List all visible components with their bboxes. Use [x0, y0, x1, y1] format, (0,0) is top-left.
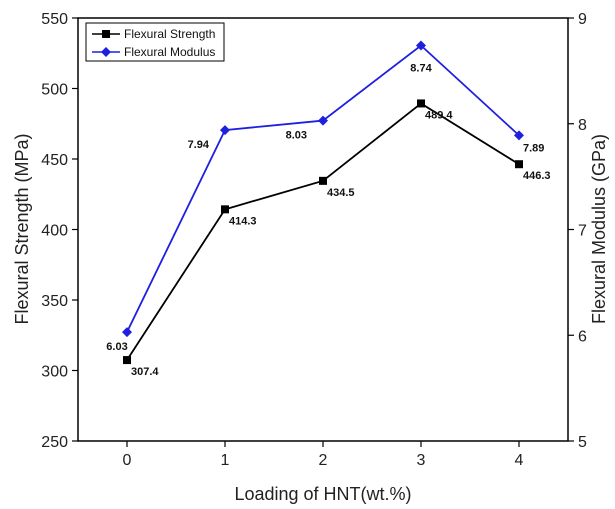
flexural-strength-point [221, 205, 229, 214]
flexural-modulus-point [318, 115, 328, 126]
legend-label-strength: Flexural Strength [124, 27, 215, 41]
right-y-axis-title: Flexural Modulus (GPa) [589, 134, 609, 324]
left-y-tick-label: 500 [41, 82, 68, 99]
left-y-axis-title: Flexural Strength (MPa) [12, 133, 32, 324]
flexural-modulus-point [416, 40, 426, 51]
axes: 0 1 2 3 4 250 300 350 400 450 500 550 5 6 7 8 9 [41, 11, 587, 469]
left-y-tick-label: 250 [41, 434, 68, 451]
flexural-strength-data-label: 434.5 [327, 187, 355, 199]
data-labels: 307.4 414.3 434.5 489.4 446.3 6.03 7.94 8.03 8.7… [106, 62, 550, 378]
flexural-modulus-data-label: 8.74 [410, 62, 432, 74]
legend-box [85, 22, 225, 62]
flexural-strength-point [123, 356, 131, 365]
flexural-strength-data-label: 307.4 [131, 366, 159, 378]
flexural-strength-data-label: 446.3 [523, 170, 551, 182]
flexural-modulus-line [126, 44, 520, 333]
flexural-strength-data-label: 414.3 [229, 215, 257, 227]
flexural-strength-point [319, 176, 327, 185]
left-y-tick-label: 400 [41, 223, 68, 240]
series-layer [122, 40, 524, 365]
flexural-modulus-data-label: 6.03 [106, 341, 127, 353]
x-tick-label: 1 [221, 452, 230, 469]
legend-marker-modulus [101, 47, 111, 57]
flexural-modulus-data-label: 7.94 [188, 139, 210, 151]
legend: Flexural Strength Flexural Modulus [85, 22, 225, 62]
x-tick-label: 3 [417, 452, 426, 469]
x-axis-title: Loading of HNT(wt.%) [234, 484, 411, 504]
x-tick-label: 0 [123, 452, 132, 469]
flexural-modulus-point [220, 125, 230, 136]
left-y-tick-label: 300 [41, 364, 68, 381]
left-y-tick-label: 350 [41, 293, 68, 310]
right-y-tick-label: 6 [578, 328, 587, 345]
legend-marker-strength [102, 30, 110, 38]
flexural-strength-point [417, 99, 425, 108]
right-y-tick-label: 7 [578, 223, 587, 240]
x-tick-label: 4 [515, 452, 524, 469]
right-y-tick-label: 9 [578, 11, 587, 28]
flexural-strength-line [126, 102, 520, 361]
left-y-tick-label: 450 [41, 152, 68, 169]
flexural-modulus-point [122, 327, 132, 338]
flexural-strength-data-label: 489.4 [425, 109, 453, 121]
left-y-tick-label: 550 [41, 11, 68, 28]
right-y-tick-label: 5 [578, 434, 587, 451]
flexural-modulus-data-label: 7.89 [523, 142, 544, 154]
flexural-strength-point [515, 160, 523, 169]
flexural-modulus-point [514, 130, 524, 141]
flexural-modulus-data-label: 8.03 [286, 130, 307, 142]
right-y-tick-label: 8 [578, 117, 587, 134]
x-tick-label: 2 [319, 452, 328, 469]
legend-label-modulus: Flexural Modulus [124, 45, 215, 59]
